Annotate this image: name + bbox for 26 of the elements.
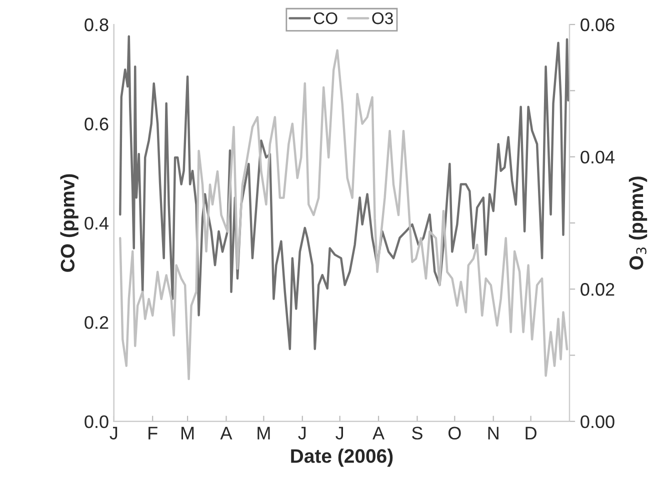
y2-tick-label: 0.04 bbox=[580, 150, 615, 164]
x-tick-label: O bbox=[448, 426, 461, 440]
y2-tick-label: 0.02 bbox=[580, 283, 614, 296]
x-tick-label: F bbox=[148, 426, 158, 440]
y-tick-label: 0.4 bbox=[84, 216, 109, 230]
legend-label: O3 bbox=[372, 12, 393, 24]
y-axis-title: CO (ppmv) bbox=[60, 174, 78, 272]
x-tick-label: M bbox=[258, 426, 270, 440]
legend-label: CO bbox=[314, 12, 338, 24]
x-tick-label: J bbox=[110, 426, 118, 440]
x-tick-label: D bbox=[526, 426, 536, 440]
x-tick-label: M bbox=[182, 426, 194, 440]
x-tick-label: S bbox=[412, 426, 422, 440]
x-tick-label: J bbox=[298, 426, 306, 440]
y-tick-label: 0.2 bbox=[84, 316, 108, 329]
y2-tick-label: 0.06 bbox=[580, 18, 614, 32]
x-tick-label: A bbox=[372, 426, 385, 440]
y2-tick-label: 0.00 bbox=[580, 415, 614, 428]
x-tick-label: N bbox=[488, 426, 498, 440]
y-tick-label: 0.6 bbox=[84, 118, 108, 130]
y-tick-label: 0.8 bbox=[84, 18, 108, 32]
x-axis-title: Date (2006) bbox=[291, 448, 393, 467]
x-tick-label: J bbox=[336, 426, 343, 440]
x-tick-label: A bbox=[220, 426, 232, 440]
y2-axis-title: O$_{3}$ (ppmv) bbox=[628, 176, 648, 270]
y-tick-label: 0.0 bbox=[84, 415, 108, 428]
